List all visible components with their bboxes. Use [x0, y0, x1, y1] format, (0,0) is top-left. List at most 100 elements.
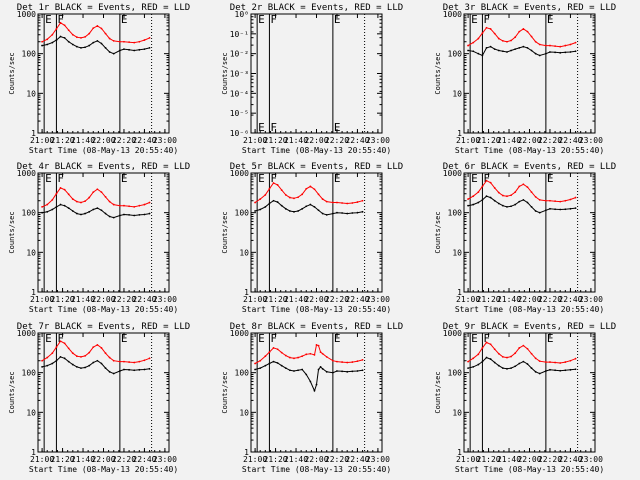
- y-axis-label: Counts/sec: [434, 371, 442, 413]
- data-point-lld: [559, 45, 562, 48]
- y-tick-label: 1000: [17, 169, 36, 178]
- data-point-lld: [280, 351, 283, 354]
- data-point-lld: [467, 44, 469, 47]
- data-point-events: [534, 210, 537, 212]
- y-tick-label: 10: [239, 408, 249, 417]
- y-tick-label: 1000: [17, 329, 36, 338]
- data-point-lld: [148, 201, 151, 204]
- data-point-events: [564, 51, 567, 54]
- data-point-lld: [297, 196, 299, 199]
- y-tick-label: 1: [31, 288, 36, 297]
- data-point-events: [301, 207, 304, 210]
- event-marker-label: E: [45, 332, 52, 345]
- x-tick-label: 21:20: [51, 295, 75, 304]
- data-point-events: [118, 370, 121, 372]
- x-tick-label: 22:20: [112, 455, 136, 464]
- x-tick-label: 21:40: [497, 455, 521, 464]
- event-marker-label: E: [547, 172, 554, 185]
- data-point-lld: [100, 27, 103, 30]
- x-tick-label: 23:00: [366, 455, 390, 464]
- event-marker-label-lower: E: [334, 121, 341, 134]
- data-point-lld: [80, 355, 82, 358]
- data-point-events: [46, 43, 49, 46]
- data-point-lld: [288, 356, 291, 359]
- data-point-lld: [534, 195, 537, 198]
- data-point-lld: [351, 361, 354, 363]
- data-point-events: [264, 205, 267, 208]
- data-point-lld: [259, 359, 262, 362]
- event-marker-label: F: [483, 332, 490, 345]
- x-tick-label: 22:00: [304, 455, 328, 464]
- data-point-events: [467, 204, 469, 207]
- y-tick-label: 1000: [443, 169, 462, 178]
- x-tick-label: 23:00: [579, 455, 603, 464]
- data-point-lld: [336, 201, 338, 204]
- data-point-events: [84, 46, 86, 49]
- data-point-lld: [530, 191, 533, 193]
- chart-panel-det-5: Det 5r BLACK = Events, RED = LLD21:0021:…: [221, 162, 403, 314]
- data-point-events: [55, 39, 58, 41]
- data-point-events: [67, 40, 70, 43]
- data-point-lld: [534, 40, 537, 43]
- y-tick-label: 1000: [443, 10, 462, 19]
- data-point-lld: [51, 352, 54, 355]
- x-tick-label: 21:20: [264, 295, 288, 304]
- data-point-lld: [481, 185, 484, 188]
- data-point-lld: [493, 348, 496, 351]
- x-tick-label: 22:00: [517, 455, 541, 464]
- data-point-lld: [108, 200, 111, 203]
- data-point-lld: [477, 353, 480, 356]
- data-point-lld: [522, 344, 525, 347]
- data-point-lld: [268, 351, 271, 353]
- data-point-events: [544, 52, 547, 55]
- x-tick-label: 21:40: [284, 136, 308, 145]
- data-point-events: [317, 209, 320, 212]
- data-point-events: [80, 213, 82, 216]
- y-tick-label: 1: [457, 288, 462, 297]
- data-point-lld: [67, 193, 70, 196]
- data-point-lld: [501, 194, 504, 197]
- data-point-lld: [321, 352, 324, 355]
- data-point-lld: [143, 359, 146, 362]
- y-axis-label: Counts/sec: [221, 371, 229, 413]
- data-point-events: [493, 361, 496, 364]
- event-marker-label: E: [258, 13, 265, 26]
- data-point-events: [80, 46, 82, 49]
- data-point-lld: [346, 202, 349, 205]
- data-point-lld: [133, 205, 136, 208]
- data-point-events: [71, 43, 74, 46]
- data-point-events: [336, 370, 338, 372]
- data-point-lld: [493, 32, 496, 35]
- data-point-events: [108, 215, 111, 218]
- data-point-lld: [538, 360, 541, 363]
- data-point-events: [288, 369, 291, 372]
- data-point-events: [88, 364, 91, 367]
- x-tick-label: 22:20: [538, 136, 562, 145]
- data-point-lld: [497, 352, 500, 355]
- data-point-events: [518, 200, 521, 203]
- data-point-events: [530, 49, 533, 52]
- data-point-events: [63, 357, 66, 360]
- data-point-events: [59, 35, 62, 38]
- x-tick-label: 21:00: [30, 295, 54, 304]
- event-marker-label: E: [45, 172, 52, 185]
- data-point-events: [88, 44, 91, 47]
- data-point-lld: [544, 199, 547, 202]
- x-tick-label: 21:20: [51, 136, 75, 145]
- data-point-events: [138, 213, 141, 216]
- data-point-lld: [67, 29, 70, 32]
- data-point-lld: [526, 186, 529, 189]
- x-tick-label: 21:20: [477, 136, 501, 145]
- data-point-lld: [123, 360, 125, 363]
- data-point-events: [71, 210, 74, 212]
- y-tick-label: 100: [448, 50, 463, 59]
- data-point-lld: [123, 40, 125, 43]
- data-point-events: [472, 203, 475, 206]
- data-point-events: [67, 207, 70, 210]
- y-axis-label: Counts/sec: [434, 211, 442, 253]
- data-point-events: [63, 204, 66, 207]
- x-tick-label: 22:00: [91, 295, 115, 304]
- x-tick-label: 22:00: [91, 136, 115, 145]
- data-point-events: [569, 51, 572, 53]
- data-point-events: [544, 209, 547, 212]
